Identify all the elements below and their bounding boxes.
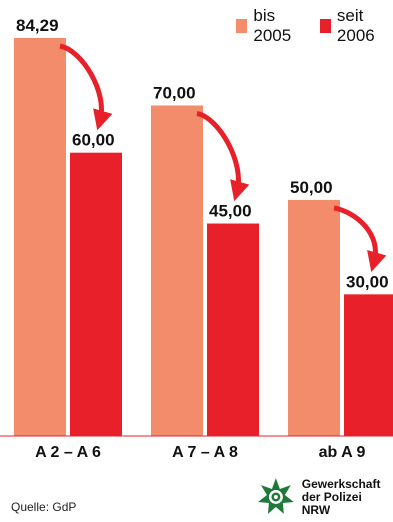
trend-arrow [59,43,113,131]
data-label: 45,00 [209,202,252,221]
data-label: 50,00 [290,178,333,197]
legend-label: seit 2006 [336,6,375,45]
gdp-logo: Gewerkschaft der Polizei NRW [256,477,393,517]
legend-swatch [236,19,248,33]
trend-arrow [333,205,387,272]
category-label: A 2 – A 6 [35,444,101,461]
legend-label: bis 2005 [253,6,292,45]
bar-seit-2006 [207,223,259,436]
bar-bis-2005 [14,38,66,436]
legend-swatch [319,19,331,33]
data-label: 84,29 [16,16,59,35]
logo-line-2: der Polizei NRW [301,489,362,517]
legend-item-seit-2006: seit 2006 [319,6,393,46]
bar-seit-2006 [344,294,393,436]
data-label: 60,00 [72,131,115,150]
legend-item-bis-2005: bis 2005 [236,6,306,46]
police-star-icon [257,478,294,514]
bar-bis-2005 [288,199,340,436]
bar-bis-2005 [151,105,203,437]
data-label: 30,00 [346,272,389,291]
logo-text: Gewerkschaft der Polizei NRW [301,476,393,517]
category-label: A 7 – A 8 [172,444,238,461]
trend-arrow [196,111,250,202]
data-label: 70,00 [153,83,196,102]
category-label: ab A 9 [319,444,366,461]
logo-line-1: Gewerkschaft [301,476,381,491]
bar-seit-2006 [70,152,122,436]
source-note: Quelle: GdP [11,500,77,514]
legend: bis 2005 seit 2006 [236,6,393,46]
